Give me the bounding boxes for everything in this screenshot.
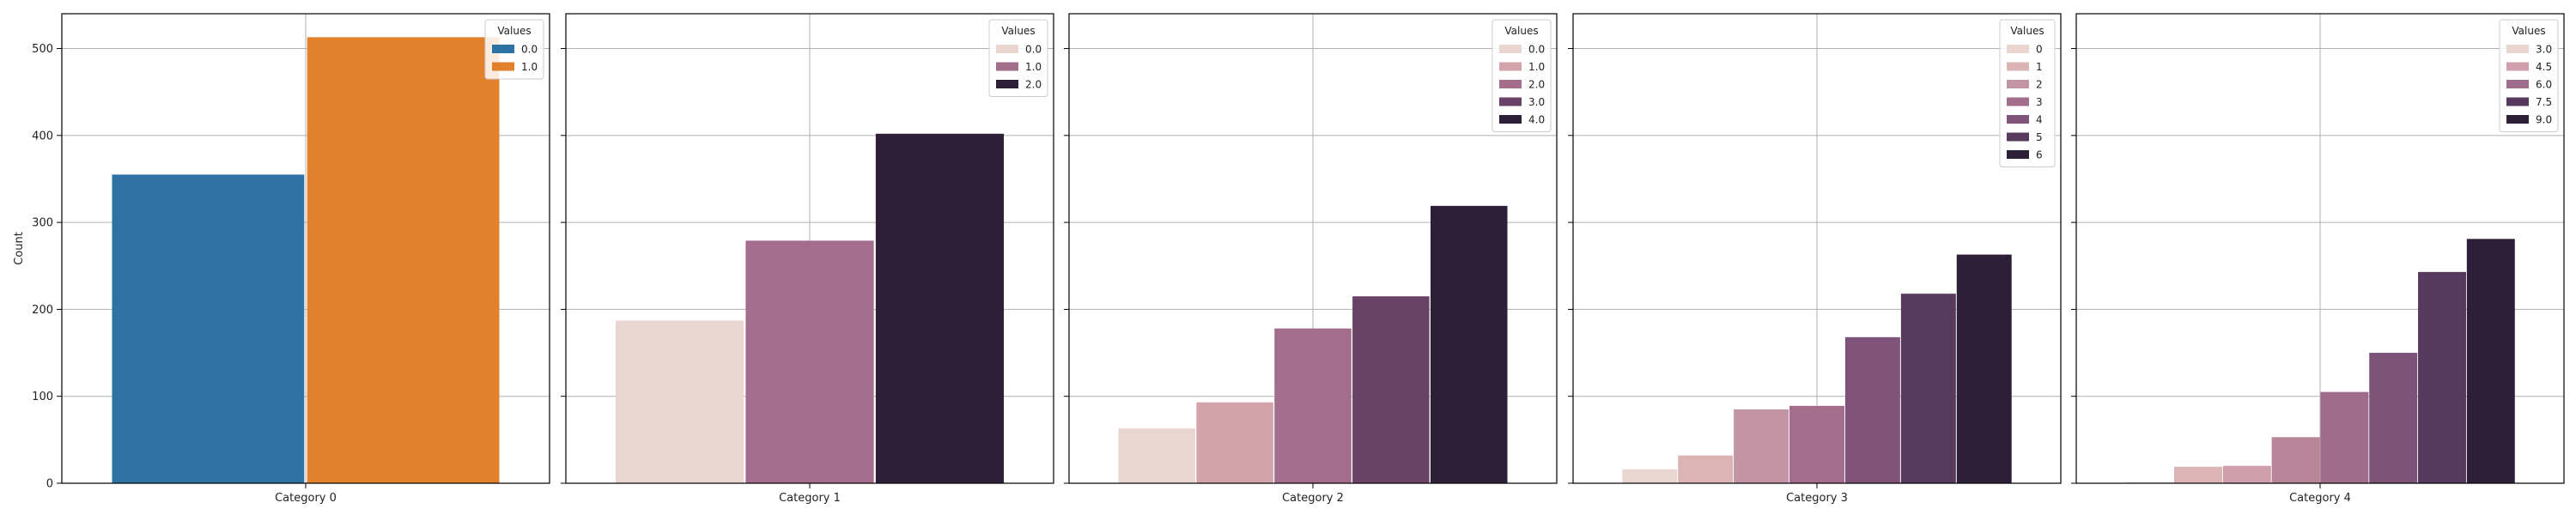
legend-swatch-2-2 <box>1499 80 1522 88</box>
bar-3-2 <box>1734 409 1789 483</box>
xtick-label-4: Category 4 <box>2289 492 2351 505</box>
bar-3-5 <box>1900 294 1956 483</box>
bar-4-5 <box>2369 353 2418 483</box>
legend-swatch-3-4 <box>2007 115 2029 124</box>
legend-swatch-4-7 <box>2506 115 2529 124</box>
legend-label-4-0: 3.0 <box>2536 44 2552 56</box>
legend-label-3-1: 1 <box>2036 61 2043 73</box>
xtick-label-1: Category 1 <box>779 492 841 505</box>
legend-swatch-4-2 <box>2506 62 2529 71</box>
xtick-label-0: Category 0 <box>275 492 337 505</box>
bar-0-0 <box>112 174 305 483</box>
legend-label-2-0: 0.0 <box>1528 44 1545 56</box>
legend-swatch-4-6 <box>2506 97 2529 106</box>
legend-label-1-1: 1.0 <box>1025 61 1042 73</box>
legend-label-3-5: 5 <box>2036 131 2043 143</box>
legend-label-3-2: 2 <box>2036 79 2043 91</box>
legend-label-4-7: 9.0 <box>2536 114 2552 126</box>
legend-label-2-3: 3.0 <box>1528 96 1545 108</box>
legend-swatch-3-1 <box>2007 62 2029 71</box>
legend-label-1-0: 0.0 <box>1025 44 1042 56</box>
legend-label-2-2: 2.0 <box>1528 79 1545 91</box>
bar-2-0 <box>1118 428 1195 483</box>
legend-label-0-1: 1.0 <box>521 61 538 73</box>
legend-label-3-3: 3 <box>2036 96 2043 108</box>
ytick-label-3: 300 <box>32 217 53 230</box>
bar-4-7 <box>2466 239 2515 483</box>
bar-1-0 <box>615 320 744 483</box>
legend-label-2-1: 1.0 <box>1528 61 1545 73</box>
legend-swatch-3-5 <box>2007 132 2029 142</box>
legend-title-1: Values <box>1001 25 1035 37</box>
xtick-label-3: Category 3 <box>1786 492 1848 505</box>
legend-swatch-2-1 <box>1499 62 1522 71</box>
xtick-label-2: Category 2 <box>1282 492 1344 505</box>
legend-swatch-2-4 <box>1499 115 1522 124</box>
legend-3 <box>1999 19 2056 167</box>
legend-swatch-1-1 <box>996 62 1018 71</box>
bar-1-1 <box>745 240 874 483</box>
legend-label-3-6: 6 <box>2036 149 2043 161</box>
legend-title-3: Values <box>2010 25 2044 37</box>
y-axis-label: Count <box>13 232 26 265</box>
legend-swatch-3-2 <box>2007 80 2029 88</box>
legend-label-1-2: 2.0 <box>1025 79 1042 91</box>
bar-4-4 <box>2320 391 2369 483</box>
legend-swatch-2-3 <box>1499 97 1522 106</box>
ytick-label-0: 0 <box>46 478 53 491</box>
legend-title-0: Values <box>497 25 531 37</box>
legend-label-4-4: 6.0 <box>2536 79 2552 91</box>
bar-4-3 <box>2271 437 2320 483</box>
bar-3-3 <box>1789 405 1844 483</box>
legend-swatch-2-0 <box>1499 45 1522 53</box>
legend-swatch-4-0 <box>2506 45 2529 53</box>
bar-4-1 <box>2174 466 2222 483</box>
legend-swatch-1-0 <box>996 45 1018 53</box>
legend-title-4: Values <box>2512 25 2545 37</box>
legend-swatch-3-0 <box>2007 45 2029 53</box>
bar-0-1 <box>307 37 500 484</box>
legend-label-4-6: 7.5 <box>2536 96 2552 108</box>
legend-label-0-0: 0.0 <box>521 44 538 56</box>
legend-label-4-2: 4.5 <box>2536 61 2552 73</box>
bar-2-3 <box>1352 296 1430 483</box>
bar-4-6 <box>2418 271 2466 483</box>
ytick-label-5: 500 <box>32 43 53 56</box>
ytick-label-2: 200 <box>32 304 53 317</box>
bar-1-2 <box>875 133 1005 484</box>
legend-swatch-1-2 <box>996 80 1018 88</box>
bar-3-4 <box>1844 336 1900 483</box>
bar-2-4 <box>1431 205 1508 484</box>
bar-2-1 <box>1196 402 1273 483</box>
legend-swatch-3-6 <box>2007 150 2029 159</box>
bar-3-6 <box>1956 254 2012 483</box>
legend-swatch-0-1 <box>492 62 514 71</box>
legend-1 <box>988 19 1048 97</box>
bar-2-2 <box>1274 328 1352 483</box>
legend-swatch-4-4 <box>2506 80 2529 88</box>
bar-3-0 <box>1622 469 1678 483</box>
bar-4-2 <box>2222 465 2271 483</box>
legend-title-2: Values <box>1504 25 1538 37</box>
ytick-label-4: 400 <box>32 130 53 142</box>
legend-label-3-0: 0 <box>2036 44 2043 56</box>
legend-label-3-4: 4 <box>2036 114 2043 126</box>
legend-label-2-4: 4.0 <box>1528 114 1545 126</box>
legend-swatch-3-3 <box>2007 97 2029 106</box>
bar-3-1 <box>1678 455 1734 483</box>
ytick-label-1: 100 <box>32 391 53 403</box>
legend-swatch-0-0 <box>492 45 514 53</box>
